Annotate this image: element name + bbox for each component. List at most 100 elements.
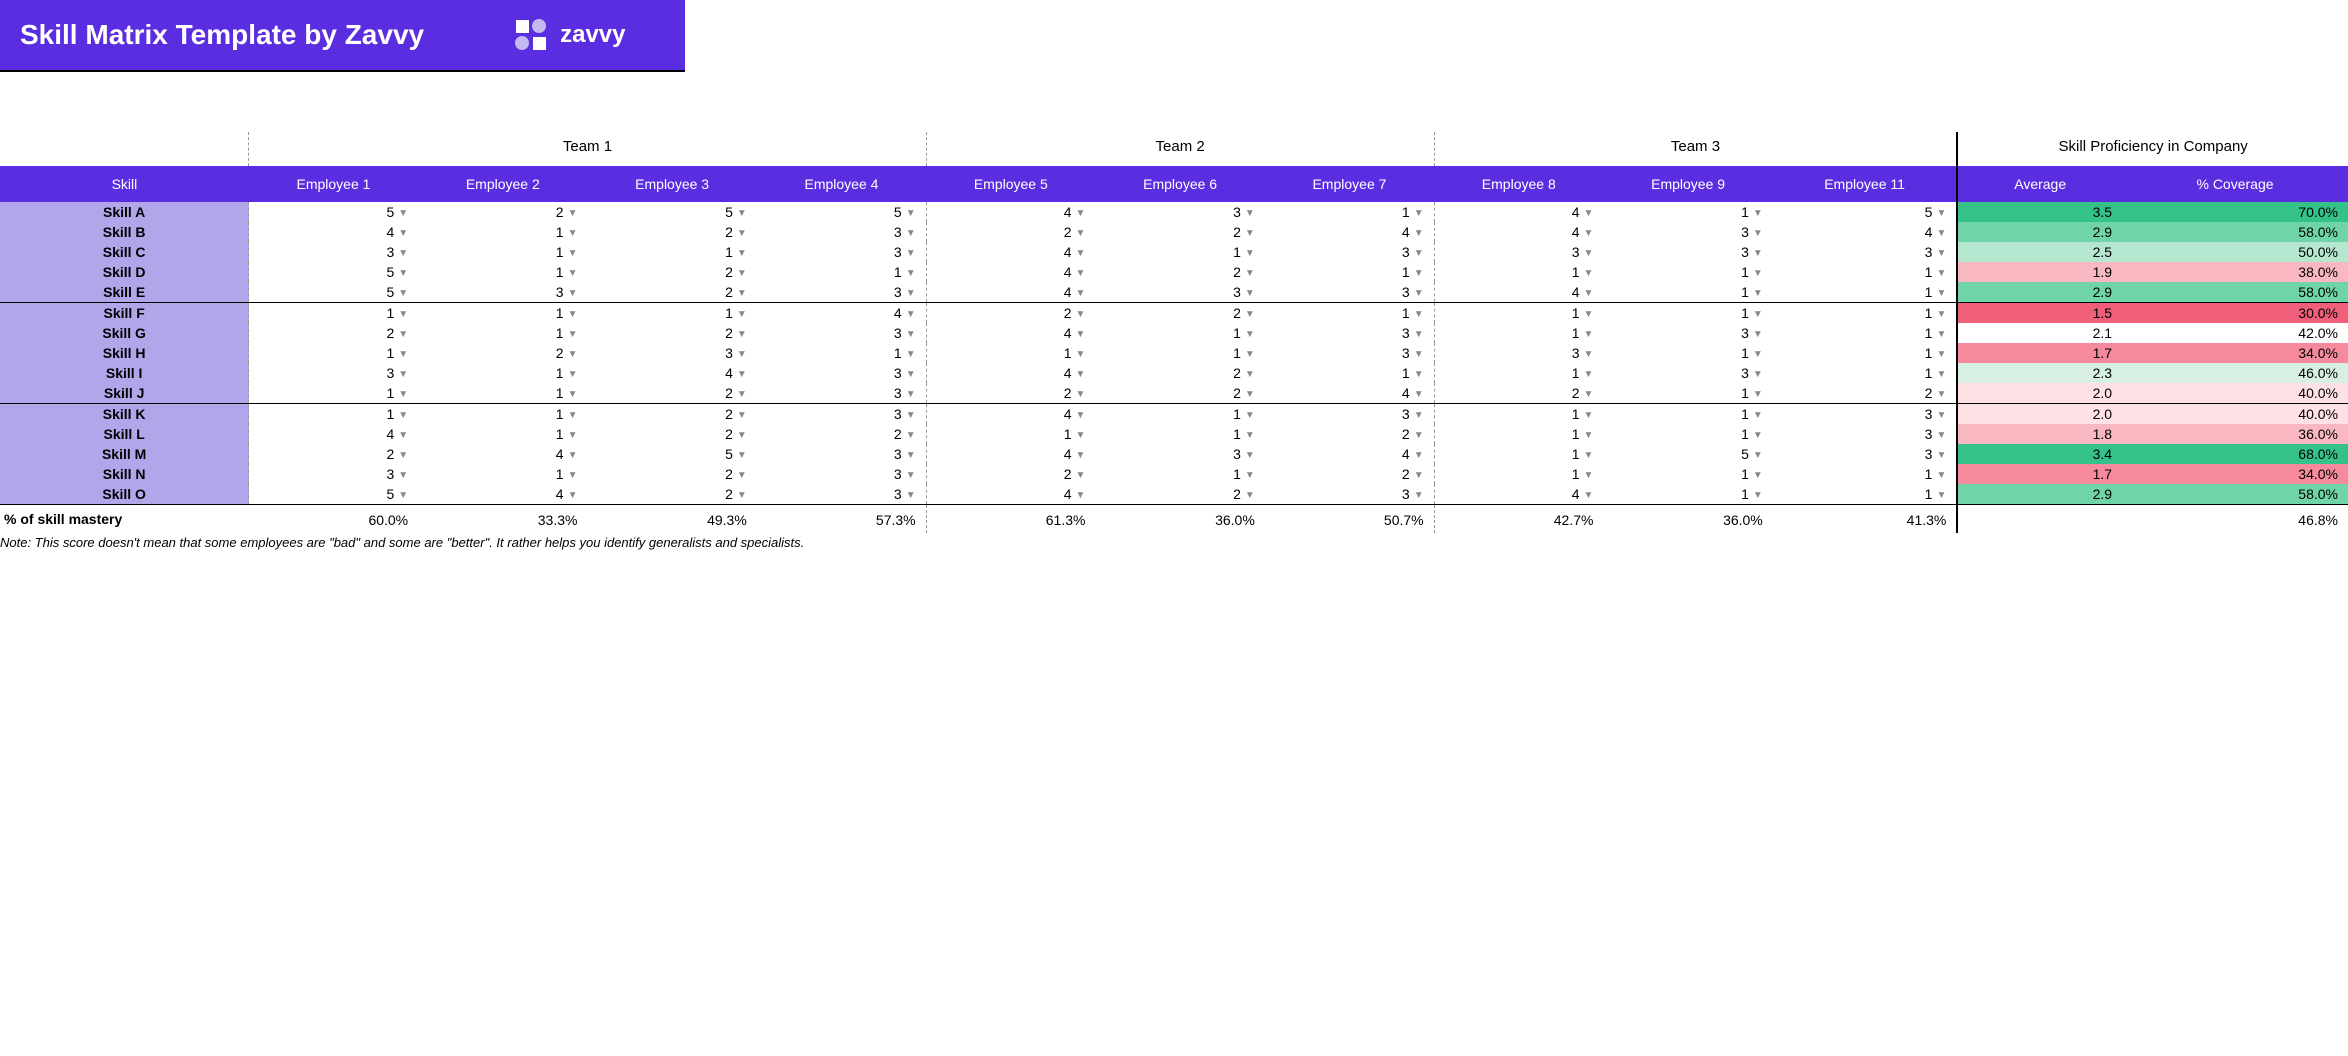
skill-value-cell[interactable]: 2▼ — [587, 282, 756, 303]
skill-value-cell[interactable]: 2▼ — [926, 303, 1095, 324]
skill-value-cell[interactable]: 4▼ — [1434, 202, 1603, 222]
skill-value-cell[interactable]: 1▼ — [418, 262, 587, 282]
skill-value-cell[interactable]: 3▼ — [757, 464, 926, 484]
skill-value-cell[interactable]: 3▼ — [1434, 242, 1603, 262]
skill-value-cell[interactable]: 1▼ — [249, 404, 418, 425]
skill-value-cell[interactable]: 4▼ — [1265, 444, 1434, 464]
skill-value-cell[interactable]: 1▼ — [418, 404, 587, 425]
skill-value-cell[interactable]: 1▼ — [1603, 464, 1772, 484]
skill-value-cell[interactable]: 1▼ — [1434, 262, 1603, 282]
skill-value-cell[interactable]: 4▼ — [926, 202, 1095, 222]
skill-value-cell[interactable]: 1▼ — [1265, 303, 1434, 324]
skill-value-cell[interactable]: 1▼ — [249, 383, 418, 404]
skill-value-cell[interactable]: 4▼ — [249, 222, 418, 242]
skill-value-cell[interactable]: 1▼ — [587, 242, 756, 262]
skill-value-cell[interactable]: 1▼ — [1265, 202, 1434, 222]
skill-value-cell[interactable]: 1▼ — [1603, 484, 1772, 505]
skill-value-cell[interactable]: 4▼ — [757, 303, 926, 324]
skill-value-cell[interactable]: 3▼ — [1095, 202, 1264, 222]
skill-value-cell[interactable]: 1▼ — [1603, 383, 1772, 404]
skill-value-cell[interactable]: 1▼ — [1603, 404, 1772, 425]
skill-value-cell[interactable]: 5▼ — [587, 202, 756, 222]
skill-value-cell[interactable]: 2▼ — [1095, 262, 1264, 282]
skill-value-cell[interactable]: 3▼ — [757, 383, 926, 404]
skill-value-cell[interactable]: 3▼ — [1603, 323, 1772, 343]
skill-value-cell[interactable]: 3▼ — [757, 484, 926, 505]
skill-value-cell[interactable]: 1▼ — [1434, 464, 1603, 484]
skill-value-cell[interactable]: 1▼ — [249, 343, 418, 363]
skill-value-cell[interactable]: 3▼ — [1603, 363, 1772, 383]
skill-value-cell[interactable]: 5▼ — [1773, 202, 1958, 222]
skill-value-cell[interactable]: 2▼ — [1095, 222, 1264, 242]
skill-value-cell[interactable]: 5▼ — [249, 202, 418, 222]
skill-value-cell[interactable]: 4▼ — [1434, 282, 1603, 303]
skill-value-cell[interactable]: 1▼ — [757, 343, 926, 363]
skill-value-cell[interactable]: 2▼ — [587, 424, 756, 444]
skill-value-cell[interactable]: 1▼ — [1773, 323, 1958, 343]
skill-value-cell[interactable]: 1▼ — [418, 464, 587, 484]
skill-value-cell[interactable]: 1▼ — [1434, 444, 1603, 464]
skill-value-cell[interactable]: 1▼ — [1603, 262, 1772, 282]
skill-value-cell[interactable]: 3▼ — [1265, 242, 1434, 262]
skill-value-cell[interactable]: 1▼ — [587, 303, 756, 324]
skill-value-cell[interactable]: 2▼ — [418, 202, 587, 222]
skill-value-cell[interactable]: 1▼ — [418, 383, 587, 404]
skill-value-cell[interactable]: 1▼ — [418, 363, 587, 383]
skill-value-cell[interactable]: 3▼ — [249, 363, 418, 383]
skill-value-cell[interactable]: 1▼ — [1095, 323, 1264, 343]
skill-value-cell[interactable]: 1▼ — [1773, 484, 1958, 505]
skill-value-cell[interactable]: 3▼ — [1265, 282, 1434, 303]
skill-value-cell[interactable]: 3▼ — [757, 323, 926, 343]
skill-value-cell[interactable]: 3▼ — [757, 282, 926, 303]
skill-value-cell[interactable]: 2▼ — [926, 383, 1095, 404]
skill-value-cell[interactable]: 1▼ — [1603, 202, 1772, 222]
skill-value-cell[interactable]: 3▼ — [1265, 484, 1434, 505]
skill-value-cell[interactable]: 2▼ — [587, 222, 756, 242]
skill-value-cell[interactable]: 5▼ — [249, 282, 418, 303]
skill-value-cell[interactable]: 4▼ — [418, 484, 587, 505]
skill-value-cell[interactable]: 1▼ — [418, 303, 587, 324]
skill-value-cell[interactable]: 3▼ — [1095, 444, 1264, 464]
skill-value-cell[interactable]: 3▼ — [418, 282, 587, 303]
skill-value-cell[interactable]: 1▼ — [1603, 343, 1772, 363]
skill-value-cell[interactable]: 4▼ — [926, 484, 1095, 505]
skill-value-cell[interactable]: 4▼ — [926, 242, 1095, 262]
skill-value-cell[interactable]: 3▼ — [757, 404, 926, 425]
skill-value-cell[interactable]: 2▼ — [249, 323, 418, 343]
skill-value-cell[interactable]: 2▼ — [587, 323, 756, 343]
skill-value-cell[interactable]: 4▼ — [249, 424, 418, 444]
skill-value-cell[interactable]: 2▼ — [587, 262, 756, 282]
skill-value-cell[interactable]: 1▼ — [1095, 343, 1264, 363]
skill-value-cell[interactable]: 2▼ — [587, 404, 756, 425]
skill-value-cell[interactable]: 1▼ — [1603, 282, 1772, 303]
skill-value-cell[interactable]: 1▼ — [1434, 404, 1603, 425]
skill-value-cell[interactable]: 1▼ — [1095, 404, 1264, 425]
skill-value-cell[interactable]: 4▼ — [1434, 484, 1603, 505]
skill-value-cell[interactable]: 4▼ — [926, 282, 1095, 303]
skill-value-cell[interactable]: 1▼ — [926, 343, 1095, 363]
skill-value-cell[interactable]: 3▼ — [1773, 404, 1958, 425]
skill-value-cell[interactable]: 2▼ — [1434, 383, 1603, 404]
skill-value-cell[interactable]: 2▼ — [587, 484, 756, 505]
skill-value-cell[interactable]: 4▼ — [1773, 222, 1958, 242]
skill-value-cell[interactable]: 3▼ — [757, 444, 926, 464]
skill-value-cell[interactable]: 4▼ — [1434, 222, 1603, 242]
skill-value-cell[interactable]: 3▼ — [1773, 242, 1958, 262]
skill-value-cell[interactable]: 2▼ — [757, 424, 926, 444]
skill-value-cell[interactable]: 3▼ — [1265, 343, 1434, 363]
skill-value-cell[interactable]: 2▼ — [249, 444, 418, 464]
skill-value-cell[interactable]: 5▼ — [249, 262, 418, 282]
skill-value-cell[interactable]: 4▼ — [1265, 383, 1434, 404]
skill-value-cell[interactable]: 4▼ — [926, 262, 1095, 282]
skill-value-cell[interactable]: 1▼ — [1434, 323, 1603, 343]
skill-value-cell[interactable]: 4▼ — [926, 444, 1095, 464]
skill-value-cell[interactable]: 1▼ — [1773, 303, 1958, 324]
skill-value-cell[interactable]: 2▼ — [1095, 363, 1264, 383]
skill-value-cell[interactable]: 3▼ — [1773, 424, 1958, 444]
skill-value-cell[interactable]: 1▼ — [1265, 363, 1434, 383]
skill-value-cell[interactable]: 1▼ — [1773, 282, 1958, 303]
skill-value-cell[interactable]: 4▼ — [926, 363, 1095, 383]
skill-value-cell[interactable]: 1▼ — [1434, 424, 1603, 444]
skill-value-cell[interactable]: 1▼ — [1773, 343, 1958, 363]
skill-value-cell[interactable]: 3▼ — [1265, 323, 1434, 343]
